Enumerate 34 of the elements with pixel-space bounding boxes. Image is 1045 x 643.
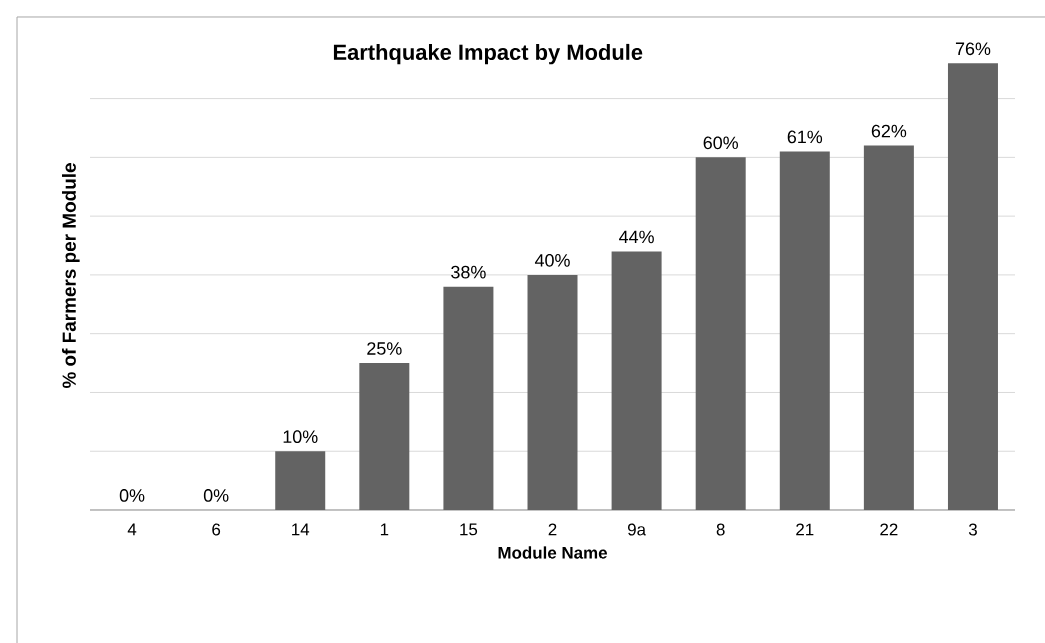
x-tick-label: 9a: [627, 523, 647, 536]
x-tick-label: 2: [548, 523, 557, 536]
bar: [443, 286, 494, 510]
bar: [779, 151, 830, 510]
chart-title: Earthquake Impact by Module: [333, 43, 643, 65]
x-tick-label: 21: [796, 523, 814, 536]
x-tick-label: 22: [880, 523, 898, 536]
y-axis-title: % of Farmers per Module: [61, 163, 80, 389]
x-tick-label: 4: [127, 523, 137, 536]
data-label: 25%: [367, 342, 402, 355]
data-label: 61%: [787, 130, 823, 144]
data-label: 10%: [283, 430, 318, 444]
bar: [275, 451, 326, 510]
x-tick-label: 8: [716, 523, 725, 536]
x-tick-label: 1: [380, 523, 389, 536]
x-tick-label: 15: [460, 523, 478, 536]
data-label: 0%: [119, 489, 145, 502]
bar: [611, 251, 662, 510]
bar: [359, 363, 410, 510]
x-tick-label: 14: [292, 523, 310, 536]
x-tick-label: 6: [212, 523, 221, 536]
bar: [863, 145, 914, 510]
x-tick-label: 3: [968, 523, 977, 536]
data-label: 60%: [703, 136, 738, 150]
data-label: 76%: [955, 42, 991, 56]
data-label: 62%: [871, 124, 907, 138]
bar: [527, 274, 578, 510]
data-label: 40%: [534, 254, 570, 267]
data-label: 0%: [203, 489, 229, 502]
bar: [947, 63, 998, 510]
data-label: 44%: [619, 230, 654, 244]
bar: [695, 157, 746, 510]
x-axis-title: Module Name: [498, 546, 607, 559]
data-label: 38%: [451, 265, 486, 279]
